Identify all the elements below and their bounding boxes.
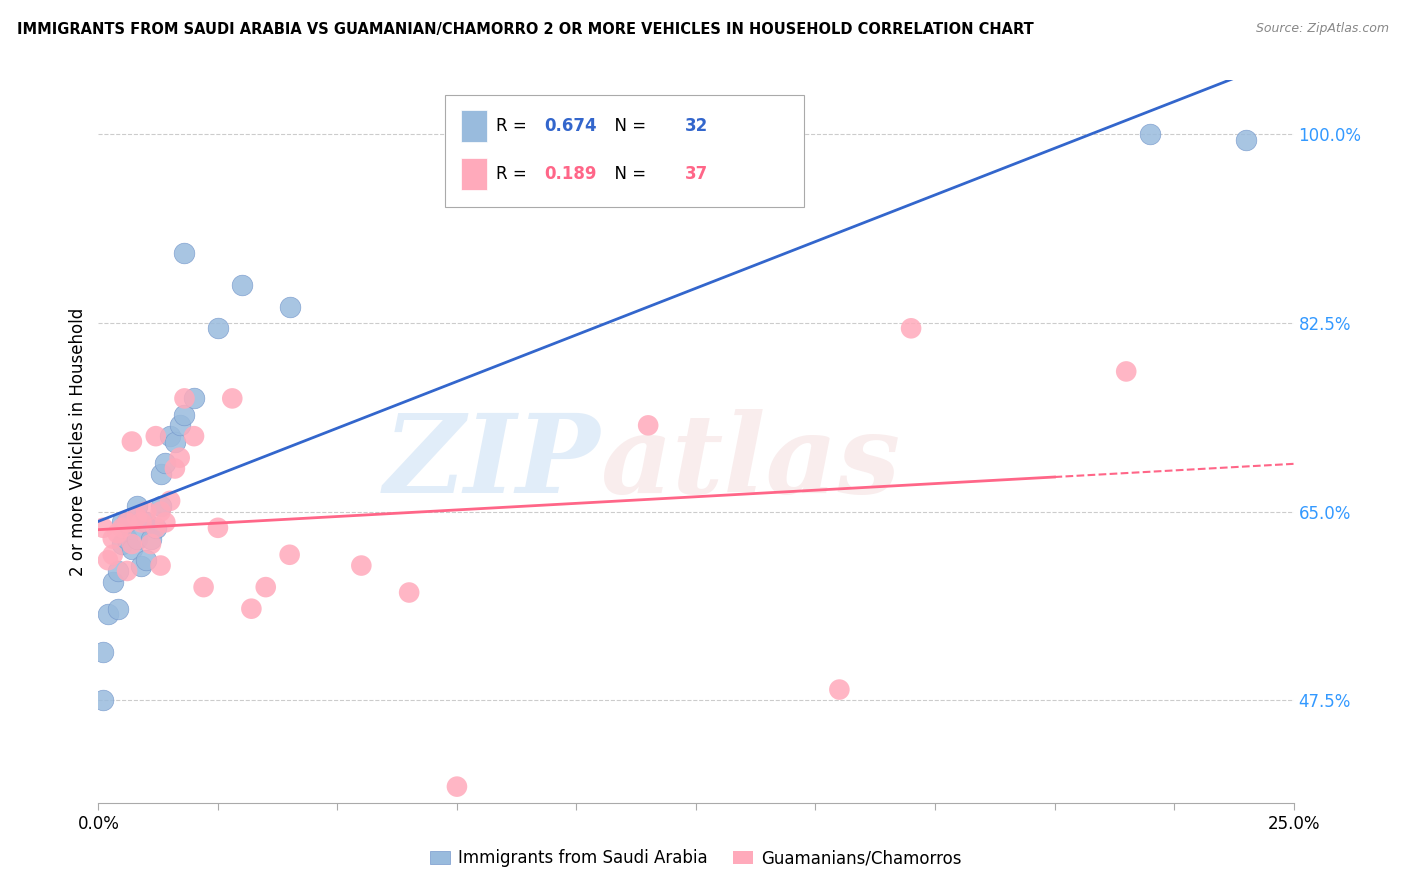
Point bbox=[107, 564, 129, 578]
Text: N =: N = bbox=[605, 117, 651, 135]
Point bbox=[159, 429, 181, 443]
Point bbox=[163, 461, 186, 475]
Point bbox=[278, 548, 301, 562]
Text: 0.189: 0.189 bbox=[544, 165, 596, 183]
Point bbox=[173, 408, 195, 422]
Point bbox=[398, 585, 420, 599]
Point bbox=[115, 516, 138, 530]
Text: R =: R = bbox=[496, 165, 533, 183]
Point bbox=[139, 532, 162, 546]
Point bbox=[97, 607, 120, 621]
Point bbox=[107, 526, 129, 541]
Point bbox=[350, 558, 373, 573]
Point bbox=[115, 564, 138, 578]
Point bbox=[111, 516, 134, 530]
Point bbox=[101, 574, 124, 589]
Point bbox=[121, 537, 143, 551]
Text: IMMIGRANTS FROM SAUDI ARABIA VS GUAMANIAN/CHAMORRO 2 OR MORE VEHICLES IN HOUSEHO: IMMIGRANTS FROM SAUDI ARABIA VS GUAMANIA… bbox=[17, 22, 1033, 37]
Text: 32: 32 bbox=[685, 117, 709, 135]
Point bbox=[207, 321, 229, 335]
Point bbox=[149, 558, 172, 573]
Point bbox=[159, 493, 181, 508]
Point bbox=[125, 500, 148, 514]
Point bbox=[135, 516, 157, 530]
Point bbox=[240, 601, 263, 615]
Point bbox=[121, 542, 143, 557]
Point bbox=[169, 418, 191, 433]
Point bbox=[173, 245, 195, 260]
Text: N =: N = bbox=[605, 165, 651, 183]
Point bbox=[107, 601, 129, 615]
Point bbox=[91, 693, 114, 707]
Point bbox=[149, 505, 172, 519]
Text: 0.674: 0.674 bbox=[544, 117, 596, 135]
Point bbox=[91, 521, 114, 535]
FancyBboxPatch shape bbox=[446, 95, 804, 207]
Point bbox=[173, 392, 195, 406]
Text: 37: 37 bbox=[685, 165, 709, 183]
Point bbox=[1139, 127, 1161, 141]
Point bbox=[149, 500, 172, 514]
Y-axis label: 2 or more Vehicles in Household: 2 or more Vehicles in Household bbox=[69, 308, 87, 575]
Point bbox=[637, 418, 659, 433]
Text: atlas: atlas bbox=[600, 409, 901, 517]
Point bbox=[1234, 132, 1257, 146]
Point bbox=[183, 392, 205, 406]
Point bbox=[115, 516, 138, 530]
Point bbox=[91, 645, 114, 659]
Point bbox=[221, 392, 243, 406]
Point bbox=[145, 521, 167, 535]
Point bbox=[207, 521, 229, 535]
Point bbox=[155, 516, 177, 530]
Point bbox=[1115, 364, 1137, 378]
Point bbox=[278, 300, 301, 314]
Point bbox=[446, 780, 468, 794]
Point bbox=[900, 321, 922, 335]
Point bbox=[131, 558, 153, 573]
Point bbox=[231, 278, 253, 293]
Point bbox=[111, 537, 134, 551]
Point bbox=[97, 553, 120, 567]
Point bbox=[169, 450, 191, 465]
Text: ZIP: ZIP bbox=[384, 409, 600, 517]
Text: R =: R = bbox=[496, 117, 533, 135]
Point bbox=[193, 580, 215, 594]
Point bbox=[183, 429, 205, 443]
Bar bbox=[461, 110, 486, 142]
Bar bbox=[461, 158, 486, 191]
Point bbox=[101, 532, 124, 546]
Text: Source: ZipAtlas.com: Source: ZipAtlas.com bbox=[1256, 22, 1389, 36]
Point bbox=[125, 532, 148, 546]
Point bbox=[135, 505, 157, 519]
Point bbox=[101, 548, 124, 562]
Point bbox=[145, 521, 167, 535]
Point bbox=[139, 537, 162, 551]
Point bbox=[145, 429, 167, 443]
Point bbox=[163, 434, 186, 449]
Point bbox=[135, 553, 157, 567]
Legend: Immigrants from Saudi Arabia, Guamanians/Chamorros: Immigrants from Saudi Arabia, Guamanians… bbox=[423, 843, 969, 874]
Point bbox=[115, 532, 138, 546]
Point bbox=[254, 580, 277, 594]
Point bbox=[155, 456, 177, 470]
Point bbox=[149, 467, 172, 481]
Point bbox=[111, 521, 134, 535]
Point bbox=[125, 510, 148, 524]
Point bbox=[121, 434, 143, 449]
Point bbox=[131, 516, 153, 530]
Point bbox=[828, 682, 851, 697]
